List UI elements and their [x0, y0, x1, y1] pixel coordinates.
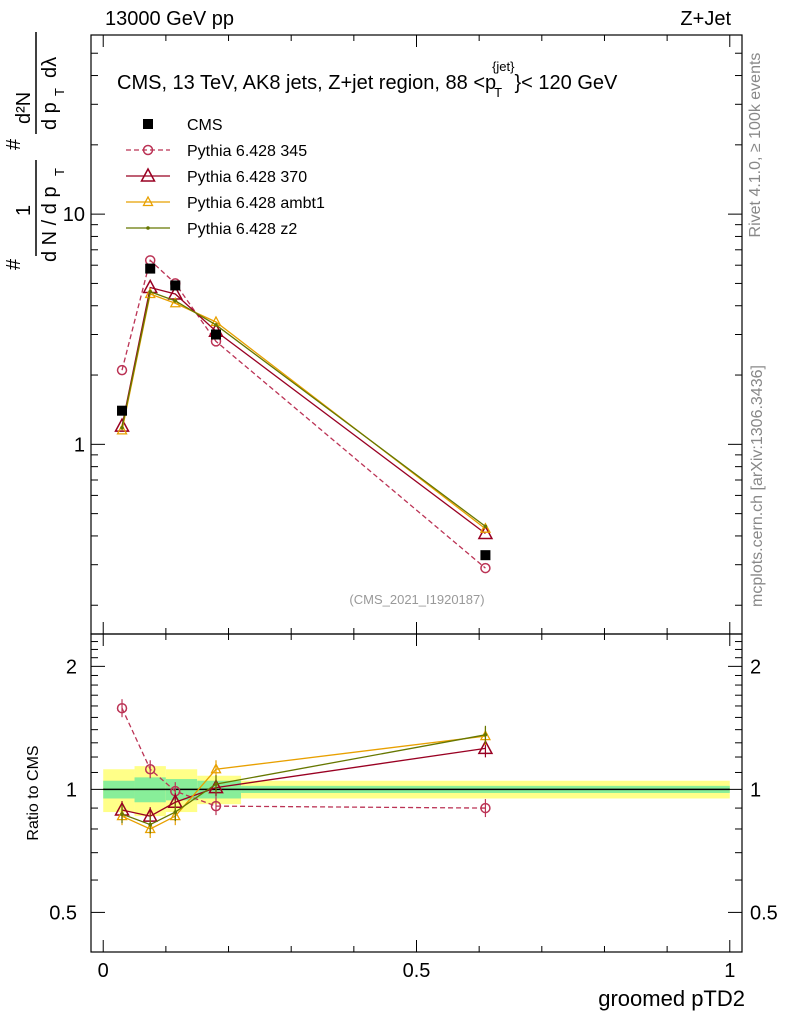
title-superscript: {jet} [492, 59, 515, 74]
plot-title: CMS, 13 TeV, AK8 jets, Z+jet region, 88 … [117, 59, 618, 100]
title-main: CMS, 13 TeV, AK8 jets, Z+jet region, 88 … [117, 72, 485, 94]
tick-layer [91, 34, 742, 953]
title-end: }< 120 GeV [515, 72, 619, 94]
legend-entry: CMS [143, 117, 223, 134]
ratio-tick-label-right: 0.5 [750, 902, 778, 924]
x-axis-label: groomed pTD2 [598, 986, 745, 1011]
legend-label: Pythia 6.428 ambt1 [187, 195, 325, 212]
ylabel-hash: # [3, 258, 25, 270]
data-point [117, 405, 128, 416]
rivet-label: Rivet 4.1.0, ≥ 100k events [747, 53, 764, 238]
ratio-point [210, 800, 222, 812]
data-point [480, 562, 491, 574]
series-line [121, 293, 486, 530]
data-point [173, 299, 178, 303]
series-line [121, 286, 486, 534]
legend-marker [142, 144, 154, 156]
y-tick-label: 1 [74, 434, 85, 456]
x-tick-label: 0.5 [403, 960, 431, 982]
title-p: p [485, 72, 496, 94]
x-tick-label: 1 [724, 960, 735, 982]
series-layer [114, 255, 494, 838]
ratio-tick-label: 1 [66, 779, 77, 801]
series-cms [117, 263, 491, 561]
data-point [145, 263, 156, 274]
analysis-watermark: (CMS_2021_I1920187) [349, 592, 484, 607]
ratio-tick-label-right: 1 [750, 779, 761, 801]
series-pythia-6-428-z2 [120, 289, 488, 834]
data-point [148, 289, 153, 294]
y-tick-label: 10 [63, 204, 85, 226]
ratio-point [483, 733, 488, 737]
legend-marker [146, 226, 150, 230]
ratio-point [173, 810, 178, 814]
title-subscript: T [494, 85, 502, 100]
legend-marker [143, 119, 153, 129]
mcplots-label: mcplots.cern.ch [arXiv:1306.3436] [749, 365, 766, 607]
ylabel-den-dp: d p [39, 102, 61, 130]
ylabel-den-dl: dλ [39, 57, 61, 78]
legend-marker [140, 167, 156, 182]
ratio-tick-label: 0.5 [49, 902, 77, 924]
data-point [210, 329, 221, 340]
legend-entry: Pythia 6.428 345 [126, 143, 307, 160]
data-point [170, 280, 181, 291]
ylabel-dn: d N / d p [39, 186, 61, 262]
data-point [116, 364, 128, 376]
header-left: 13000 GeV pp [105, 8, 234, 30]
legend-entry: Pythia 6.428 370 [126, 167, 307, 186]
ylabel-one: 1 [13, 205, 35, 216]
ratio-point [210, 762, 222, 774]
ratio-point [144, 764, 156, 775]
legend-entry: Pythia 6.428 ambt1 [126, 195, 325, 212]
legend-label: Pythia 6.428 370 [187, 169, 307, 186]
ratio-point [120, 812, 124, 816]
data-point [120, 425, 124, 430]
ratio-point [480, 802, 491, 814]
series-pythia-6-428-345 [116, 255, 491, 818]
ylabel-hash-2: # [3, 138, 25, 150]
legend-marker [142, 195, 154, 207]
x-tick-label: 0 [98, 960, 109, 982]
ratio-point [477, 739, 494, 755]
legend-entry: Pythia 6.428 z2 [126, 221, 297, 238]
data-point [483, 524, 488, 529]
data-point [114, 417, 130, 432]
ratio-tick-label: 2 [66, 656, 77, 678]
ylabel-num: d²N [13, 92, 35, 124]
ylabel-den-t: T [52, 88, 67, 96]
data-point [480, 550, 491, 561]
ratio-point [148, 822, 153, 827]
legend-label: CMS [187, 117, 223, 134]
label-layer: 0 0.5 1 1 10 0.5 0.5 1 1 2 2 CMS, 13 TeV, AK8 jets,… [3, 32, 778, 1011]
legend-label: Pythia 6.428 z2 [187, 221, 297, 238]
legend-label: Pythia 6.428 345 [187, 143, 307, 160]
y-axis-label: #1 d N / d p T # d²N d p Tdλ [3, 32, 67, 270]
ratio-point [116, 702, 128, 714]
ratio-point [214, 782, 218, 786]
ylabel-t: T [52, 168, 67, 176]
data-point [479, 522, 492, 533]
ratio-tick-label-right: 2 [750, 656, 761, 678]
data-point [116, 423, 128, 435]
legend: CMS Pythia 6.428 345 Pythia 6.428 370 Pythi… [126, 117, 325, 238]
ratio-band-layer [103, 766, 730, 817]
ratio-axis-label: Ratio to CMS [25, 745, 42, 840]
series-line [121, 290, 486, 527]
data-point [214, 323, 218, 327]
header-right: Z+Jet [680, 8, 731, 30]
